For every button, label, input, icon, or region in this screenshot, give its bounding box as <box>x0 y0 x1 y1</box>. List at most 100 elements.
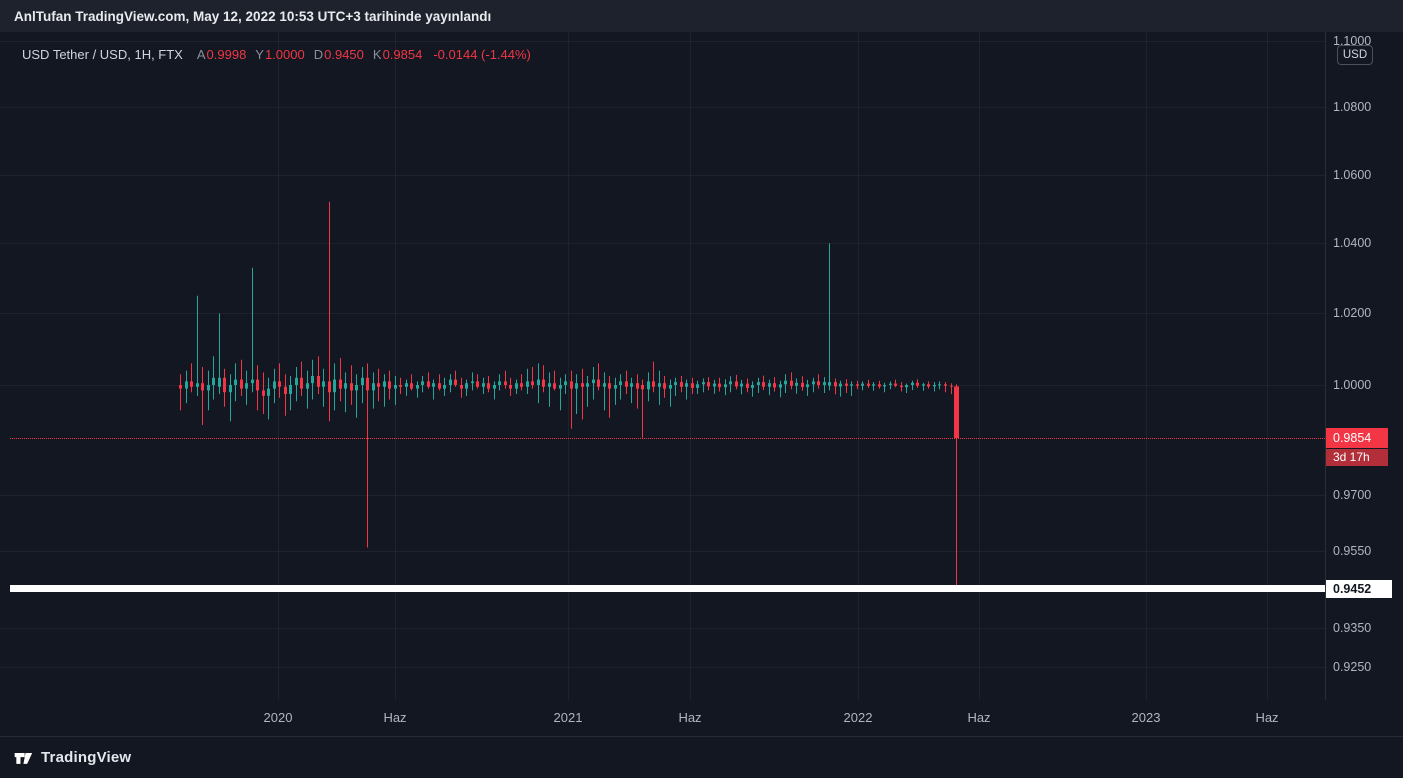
time-axis-label[interactable]: 2022 <box>843 710 873 725</box>
candle-body <box>718 383 721 388</box>
candle-body <box>185 381 188 389</box>
candle-body <box>196 383 199 387</box>
candle-body <box>289 385 292 394</box>
candle-body <box>817 381 820 385</box>
candle-body <box>278 381 281 387</box>
candle-body <box>190 381 193 387</box>
candle-body <box>476 381 479 387</box>
candle-body <box>262 390 265 396</box>
candle-body <box>399 385 402 387</box>
candle-body <box>553 383 556 389</box>
candle-body <box>355 385 358 391</box>
candle-body <box>795 382 798 386</box>
candle-body <box>592 379 595 384</box>
candle-body <box>245 383 248 389</box>
candle-body <box>509 385 512 389</box>
candle-body <box>757 382 760 385</box>
candle-body <box>894 383 897 386</box>
price-axis-label: 0.9700 <box>1333 488 1372 503</box>
candle-body <box>652 381 655 387</box>
candle-body <box>806 384 809 388</box>
candle-body <box>790 380 793 386</box>
candle-body <box>394 385 397 389</box>
chart-legend[interactable]: USD Tether / USD, 1H, FTX A0.9998 Y1.0000… <box>22 47 531 62</box>
currency-toggle-button[interactable]: USD <box>1337 45 1373 65</box>
chart-area[interactable]: USD Tether / USD, 1H, FTX A0.9998 Y1.0000… <box>0 32 1325 700</box>
candle-body <box>658 383 661 387</box>
candle-body <box>784 380 787 385</box>
candle-body <box>256 379 259 391</box>
candle-body <box>861 383 864 386</box>
candle-body <box>922 384 925 386</box>
tradingview-brand[interactable]: TradingView <box>41 749 132 766</box>
time-axis-label[interactable]: 2020 <box>263 710 293 725</box>
candle-body <box>674 382 677 385</box>
ohlc-A: A0.9998 <box>196 47 247 62</box>
candle-body <box>273 381 276 389</box>
candle-body <box>344 383 347 389</box>
candle-body <box>179 385 182 389</box>
candle-body <box>548 383 551 387</box>
candle-body <box>900 385 903 388</box>
candle-body <box>421 381 424 385</box>
candle-body <box>889 383 892 385</box>
candle-body <box>823 382 826 385</box>
candle-body <box>223 377 226 393</box>
price-axis-label: 1.0000 <box>1333 378 1372 392</box>
tradingview-logo-icon[interactable] <box>13 748 33 768</box>
time-axis-label[interactable]: Haz <box>383 710 407 725</box>
candle-body <box>454 379 457 385</box>
candle-body <box>537 379 540 385</box>
candle-body <box>801 382 804 388</box>
candle-body <box>597 379 600 387</box>
candle-body <box>872 384 875 386</box>
candle-body <box>339 379 342 389</box>
candle-body <box>938 384 941 386</box>
candle-body <box>564 381 567 385</box>
time-axis-label[interactable]: Haz <box>967 710 991 725</box>
candle-body <box>471 381 474 384</box>
footer-bar: TradingView <box>0 736 1403 778</box>
ohlc-Y: Y1.0000 <box>255 47 305 62</box>
candle-body <box>212 377 215 385</box>
time-axis-label[interactable]: Haz <box>1255 710 1279 725</box>
time-axis[interactable]: 2020 Haz 2021 Haz 2022 Haz 2023 Haz <box>0 700 1325 736</box>
candle-body <box>636 383 639 389</box>
candle-body <box>410 383 413 389</box>
time-axis-label[interactable]: Haz <box>678 710 702 725</box>
publish-info-text: AnlTufan TradingView.com, May 12, 2022 1… <box>14 8 492 24</box>
candle-body <box>449 379 452 385</box>
candle-body <box>465 383 468 389</box>
time-axis-label[interactable]: 2023 <box>1131 710 1161 725</box>
candlestick-chart[interactable] <box>0 32 1325 700</box>
candle-body <box>427 381 430 387</box>
candle-body <box>845 383 848 386</box>
candle-body <box>460 385 463 389</box>
candle-body <box>608 383 611 389</box>
candle-body <box>856 384 859 386</box>
candle-body <box>350 383 353 391</box>
candle-body <box>229 385 232 393</box>
candle-body <box>603 383 606 387</box>
candle-body <box>559 385 562 389</box>
candle-body <box>388 381 391 389</box>
candle-body <box>542 379 545 387</box>
candle-body <box>581 383 584 387</box>
price-axis-label: 0.9250 <box>1333 659 1372 674</box>
candle-body <box>317 376 320 387</box>
candle-body <box>911 382 914 385</box>
candle-body <box>696 384 699 388</box>
price-axis[interactable]: USD 0.9854 3d 17h 0.9452 1.1000 1.0800 1.0… <box>1325 32 1403 700</box>
horizontal-line-drawing[interactable] <box>10 585 1325 593</box>
candle-body <box>234 379 237 385</box>
candle-body <box>663 383 666 389</box>
candle-body <box>493 385 496 389</box>
candle-body <box>702 382 705 385</box>
time-axis-label[interactable]: 2021 <box>553 710 583 725</box>
symbol-title[interactable]: USD Tether / USD, 1H, FTX <box>22 47 183 62</box>
candle-body <box>295 377 298 385</box>
candle-body <box>487 383 490 389</box>
candle-body <box>680 382 683 387</box>
candle-body <box>740 383 743 387</box>
